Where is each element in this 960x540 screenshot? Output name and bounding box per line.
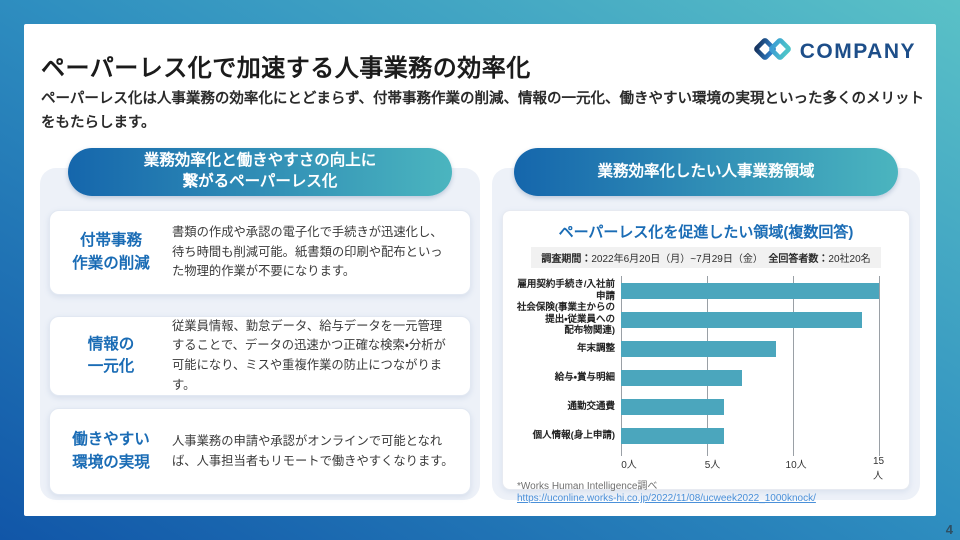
x-axis-tick-label: 5人 xyxy=(704,460,721,471)
survey-respondents-value: 20社20名 xyxy=(828,254,871,265)
chart-bar xyxy=(621,282,880,299)
left-benefits-panel: 業務効率化と働きやすさの向上に 繋がるペーパーレス化 付帯事務 作業の削減 書類の作… xyxy=(40,148,480,500)
survey-strip: 調査期間：2022年6月20日（月）~7月29日（金） 全回答者数：20社20名 xyxy=(531,247,881,268)
gridline xyxy=(621,276,622,456)
slide-card: ペーパーレス化で加速する人事業務の効率化 COMPANY ペーパーレス化は人事業… xyxy=(24,24,936,516)
survey-info: 調査期間：2022年6月20日（月）~7月29日（金） 全回答者数：20社20名 xyxy=(503,247,909,268)
benefit-title: 付帯事務 作業の削減 xyxy=(72,232,150,272)
chart-bar xyxy=(621,311,862,328)
x-axis-tick-label: 10人 xyxy=(785,460,807,471)
chart-source-note: *Works Human Intelligence調べ xyxy=(517,481,658,492)
chart-category-label: 年末調整 xyxy=(576,342,615,354)
chart-category-label: 社会保険(事業主からの 提出・従業員への 配布物関連) xyxy=(516,301,615,337)
chart-bar xyxy=(621,427,725,444)
chart-source-link[interactable]: https://uconline.works-hi.co.jp/2022/11/… xyxy=(517,493,816,504)
right-panel-header: 業務効率化したい人事業務領域 xyxy=(514,148,898,196)
chart-category-label: 給与・賞与明細 xyxy=(554,371,615,383)
chart-bar-track xyxy=(621,363,893,392)
chart-row: 通勤交通費 xyxy=(511,392,909,421)
benefit-body: 人事業務の申請や承認がオンラインで可能となれば、人事担当者もリモートで働きやすく… xyxy=(172,433,454,468)
benefit-body: 書類の作成や承認の電子化で手続きが迅速化し、待ち時間も削減可能。紙書類の印刷や配… xyxy=(172,224,443,279)
company-logo-text: COMPANY xyxy=(799,40,916,63)
chart-row: 年末調整 xyxy=(511,334,909,363)
chart-title: ペーパーレス化を促進したい領域(複数回答) xyxy=(558,224,854,241)
chart-rows: 雇用契約手続き/入社前 申請 社会保険(事業主からの 提出・従業員への 配布物関連) 年末… xyxy=(511,276,909,450)
gridline xyxy=(707,276,709,456)
company-logo: COMPANY xyxy=(753,36,916,68)
chart-card: ペーパーレス化を促進したい領域(複数回答) 調査期間：2022年6月20日（月）… xyxy=(502,210,910,504)
chart-row: 給与・賞与明細 xyxy=(511,363,909,392)
benefit-title: 情報の 一元化 xyxy=(87,335,135,375)
chart-row: 社会保険(事業主からの 提出・従業員への 配布物関連) xyxy=(511,302,909,336)
slide-subtitle: ペーパーレス化は人事業務の効率化にとどまらず、付帯事務作業の削減、情報の一元化、… xyxy=(41,91,925,131)
chart-category-label: 通勤交通費 xyxy=(567,400,615,412)
benefit-body: 従業員情報、勤怠データ、給与データを一元管理することで、データの迅速かつ正確な検… xyxy=(172,318,446,392)
chart-gridlines xyxy=(621,276,893,456)
benefit-card: 付帯事務 作業の削減 書類の作成や承認の電子化で手続きが迅速化し、待ち時間も削減可能… xyxy=(49,210,471,295)
chart-source-link-wrap: https://uconline.works-hi.co.jp/2022/11/… xyxy=(517,493,909,504)
left-panel-header: 業務効率化と働きやすさの向上に 繋がるペーパーレス化 xyxy=(68,148,452,196)
left-panel-header-line1: 業務効率化と働きやすさの向上に xyxy=(143,152,377,170)
chart-x-axis: 0人 5人 10人 15人 xyxy=(621,454,893,482)
gridline xyxy=(879,276,881,456)
survey-period-value: 2022年6月20日（月）~7月29日（金） xyxy=(591,254,763,265)
chart-category-label: 雇用契約手続き/入社前 申請 xyxy=(517,278,615,302)
x-axis-tick-label: 0人 xyxy=(621,460,637,471)
survey-period-label: 調査期間： xyxy=(541,254,592,265)
gridline xyxy=(793,276,795,456)
bar-chart: 雇用契約手続き/入社前 申請 社会保険(事業主からの 提出・従業員への 配布物関連) 年末… xyxy=(503,276,909,482)
left-panel-header-line2: 繋がるペーパーレス化 xyxy=(182,173,338,190)
chart-row: 雇用契約手続き/入社前 申請 xyxy=(511,276,909,305)
chart-category-label: 個人情報(身上申請) xyxy=(532,429,615,441)
chart-bar-track xyxy=(621,276,893,305)
chart-bar xyxy=(621,369,742,386)
page-title: ペーパーレス化で加速する人事業務の効率化 xyxy=(41,55,531,82)
chart-bar-track xyxy=(621,392,893,421)
chart-bar-track xyxy=(621,305,893,334)
chart-bar xyxy=(621,398,725,415)
page-number: 4 xyxy=(945,522,953,537)
right-panel-header-text: 業務効率化したい人事業務領域 xyxy=(597,162,815,180)
survey-respondents-label: 全回答者数： xyxy=(768,254,829,265)
chart-bar xyxy=(621,340,776,357)
x-axis-tick-label: 15人 xyxy=(872,456,885,482)
benefit-title: 働きやすい 環境の実現 xyxy=(72,431,150,471)
company-link-icon xyxy=(753,36,792,68)
chart-row: 個人情報(身上申請) xyxy=(511,421,909,450)
chart-bar-track xyxy=(621,421,893,450)
benefit-card: 働きやすい 環境の実現 人事業務の申請や承認がオンラインで可能となれば、人事担当者も… xyxy=(49,408,471,495)
benefit-card: 情報の 一元化 従業員情報、勤怠データ、給与データを一元管理することで、データの迅速… xyxy=(49,316,471,396)
chart-bar-track xyxy=(621,334,893,363)
right-chart-panel: 業務効率化したい人事業務領域 ペーパーレス化を促進したい領域(複数回答) 調査期… xyxy=(492,148,920,504)
